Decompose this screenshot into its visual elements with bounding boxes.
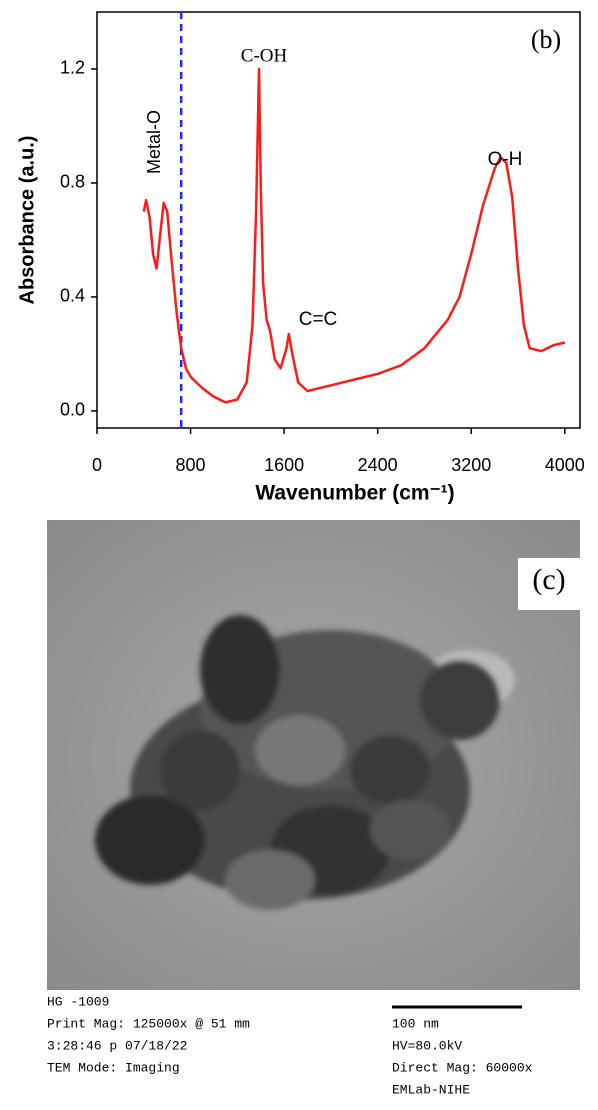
info-text: Print Mag: 125000x @ 51 mm [47,1016,250,1031]
x-tick-label: 800 [176,455,206,475]
info-text: TEM Mode: Imaging [47,1060,180,1075]
y-tick-label: 0.4 [60,286,85,306]
x-tick-label: 1600 [264,455,304,475]
chart: (b) Wavenumber (cm⁻¹) Absorbance (a.u.) … [16,11,585,505]
annotation: Metal-O [144,110,164,174]
info-text: 100 nm [392,1016,439,1031]
y-tick-label: 0.8 [60,172,85,192]
x-axis-label: Wavenumber (cm⁻¹) [255,482,454,505]
info-text: HV=80.0kV [392,1038,462,1053]
panel-label: (c) [532,563,565,596]
annotation: C-OH [241,45,288,66]
info-text: 3:28:46 p 07/18/22 [47,1038,187,1053]
info-text: EMLab-NIHE [392,1082,470,1097]
info-text: HG -1009 [47,994,109,1009]
info-text: Direct Mag: 60000x [392,1060,533,1075]
annotation: O-H [488,149,523,170]
annotation: C=C [299,309,338,330]
panel-label-box [517,16,575,66]
y-tick-label: 1.2 [60,58,85,78]
x-tick-label: 2400 [358,455,398,475]
plot-frame [96,11,581,429]
tem-figure: (c) HG -1009 Print Mag: 125000x @ 51 mm 3:… [47,520,580,1097]
y-tick-label: 0.0 [60,400,85,420]
x-tick-label: 0 [92,455,102,475]
x-tick-label: 4000 [545,455,585,475]
y-axis-label: Absorbance (a.u.) [16,136,38,305]
panel-label: (b) [531,25,561,54]
x-tick-label: 3200 [451,455,491,475]
spectrum-line [142,67,566,404]
particle-cluster [95,615,515,910]
panel-label-box [518,558,580,610]
